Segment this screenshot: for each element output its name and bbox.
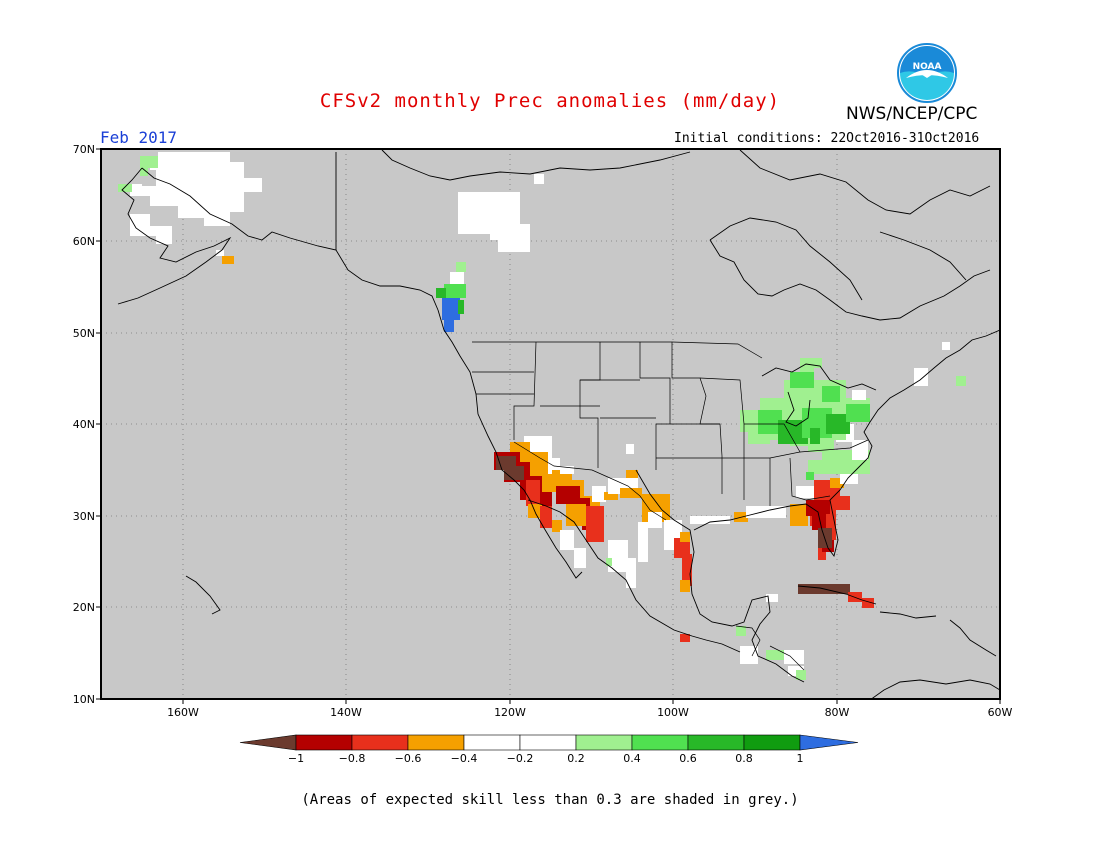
lat-label: 40N [72, 418, 95, 431]
lat-label: 30N [72, 510, 95, 523]
initial-conditions: Initial conditions: 22Oct2016-31Oct2016 [674, 131, 980, 146]
legend-swatch [407, 734, 465, 751]
legend-label: 0.6 [679, 752, 697, 765]
legend-swatch [463, 734, 521, 751]
legend-swatch [351, 734, 409, 751]
coastlines [117, 149, 1000, 699]
legend-swatch [295, 734, 353, 751]
anomaly-cells [118, 152, 966, 680]
lon-label: 100W [657, 706, 689, 719]
tick-marks [96, 148, 1001, 704]
lat-label: 70N [72, 143, 95, 156]
legend-label: −0.2 [506, 752, 534, 765]
legend-swatch [631, 734, 689, 751]
legend-label: 1 [796, 752, 804, 765]
legend-swatch [687, 734, 745, 751]
political-borders [472, 341, 869, 671]
legend-label: −0.6 [394, 752, 422, 765]
organization-label: NWS/NCEP/CPC [846, 104, 978, 124]
lat-label: 60N [72, 235, 95, 248]
legend-label: 0.2 [567, 752, 585, 765]
legend-arrow-high [799, 734, 859, 751]
legend-swatch [743, 734, 801, 751]
legend-label: 0.4 [623, 752, 641, 765]
lon-label: 60W [987, 706, 1013, 719]
forecast-month: Feb 2017 [100, 128, 178, 147]
legend-arrow-low [239, 734, 297, 751]
lon-label: 160W [167, 706, 199, 719]
legend-label: −0.8 [338, 752, 366, 765]
noaa-logo: NOAA [897, 43, 957, 103]
lat-label: 10N [72, 693, 95, 706]
lat-label: 20N [72, 601, 95, 614]
logo-text: NOAA [913, 62, 942, 72]
lon-label: 120W [494, 706, 526, 719]
legend-label: −0.4 [450, 752, 478, 765]
legend-swatch [575, 734, 633, 751]
legend-label: 0.8 [735, 752, 753, 765]
lon-label: 80W [824, 706, 850, 719]
legend-label: −1 [287, 752, 305, 765]
legend-swatch [519, 734, 577, 751]
lat-label: 50N [72, 327, 95, 340]
skill-footnote: (Areas of expected skill less than 0.3 a… [301, 792, 799, 808]
lon-label: 140W [330, 706, 362, 719]
chart-title: CFSv2 monthly Prec anomalies (mm/day) [319, 90, 781, 112]
